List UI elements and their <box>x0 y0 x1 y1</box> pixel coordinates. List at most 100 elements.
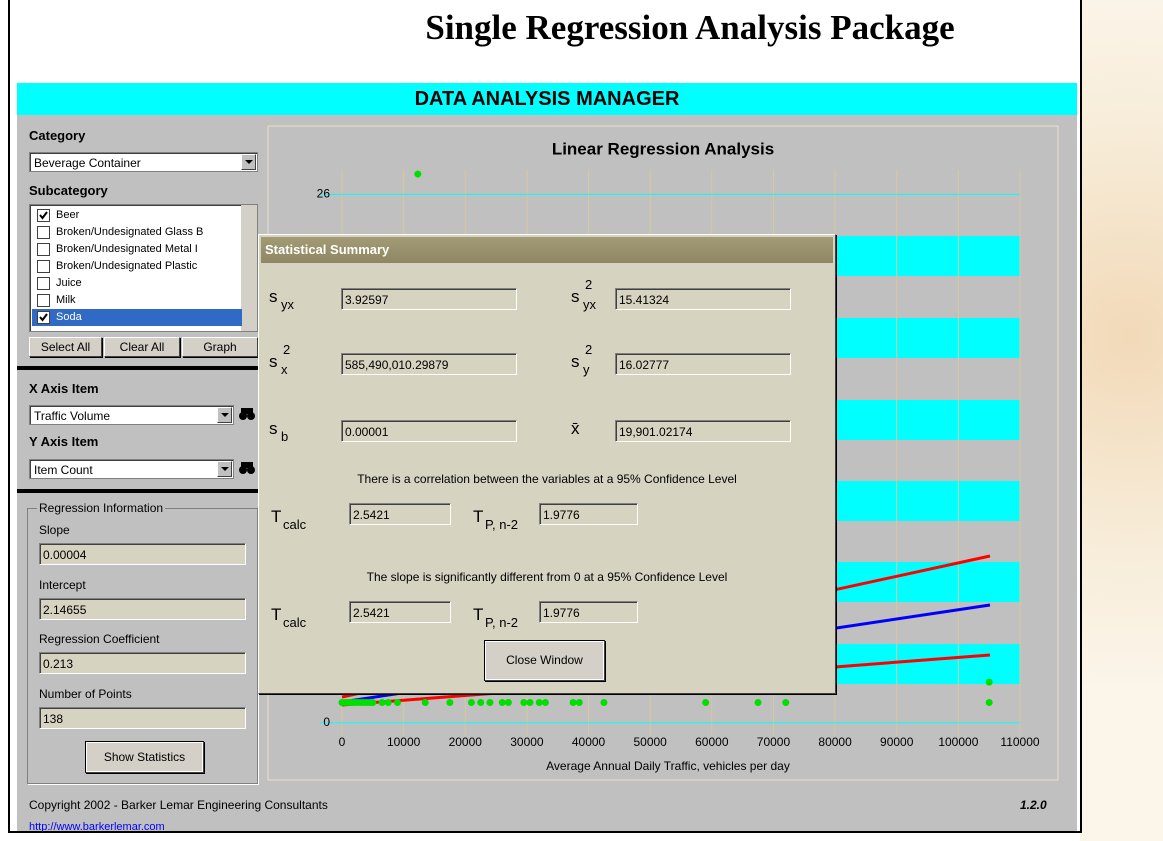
graph-button[interactable]: Graph <box>182 337 258 357</box>
field-label: Intercept <box>39 578 86 592</box>
x-axis-label: Average Annual Daily Traffic, vehicles p… <box>546 759 790 773</box>
points-field: 138 <box>39 707 246 729</box>
y-axis-value: Item Count <box>34 463 93 477</box>
y-axis-select[interactable]: Item Count <box>29 459 234 479</box>
subscript: x <box>281 362 288 377</box>
t-crit-field: 1.9776 <box>539 601 638 623</box>
x-axis-select[interactable]: Traffic Volume <box>29 405 234 425</box>
checkbox[interactable] <box>37 294 50 307</box>
list-item[interactable]: Juice <box>32 275 242 292</box>
category-label: Category <box>29 128 86 143</box>
list-item[interactable]: Milk <box>32 292 242 309</box>
list-item[interactable]: Broken/Undesignated Metal I <box>32 241 242 258</box>
data-point <box>541 698 549 706</box>
x-axis-item-label: X Axis Item <box>29 381 99 396</box>
t-calc-field: 2.5421 <box>349 601 451 623</box>
superscript: 2 <box>585 277 593 292</box>
x-tick-label: 20000 <box>449 735 483 749</box>
t-calc-field: 2.5421 <box>349 503 451 525</box>
list-item[interactable]: Soda <box>32 309 242 326</box>
symbol: s <box>269 287 278 306</box>
data-point <box>520 698 528 706</box>
data-point <box>600 698 608 706</box>
symbol: s <box>269 352 278 371</box>
y-axis-item-label: Y Axis Item <box>29 434 99 449</box>
data-point <box>535 698 543 706</box>
list-item[interactable]: Broken/Undesignated Plastic <box>32 258 242 275</box>
field-label: Slope <box>39 523 70 537</box>
x-tick-label: 110000 <box>1000 735 1039 749</box>
data-point <box>782 698 790 706</box>
checkbox[interactable] <box>37 277 50 290</box>
checkbox[interactable] <box>37 260 50 273</box>
data-point <box>378 698 386 706</box>
item-label: Milk <box>56 294 76 306</box>
subscript: y <box>583 362 590 377</box>
symbol: s <box>571 287 580 306</box>
subcategory-list[interactable]: Beer Broken/Undesignated Glass B Broken/Un… <box>29 204 258 332</box>
subcategory-label: Subcategory <box>29 183 108 198</box>
x-tick-label: 10000 <box>387 735 421 749</box>
stat-field: 16.02777 <box>615 353 791 375</box>
dropdown-arrow[interactable] <box>217 407 232 423</box>
dropdown-arrow[interactable] <box>217 461 232 477</box>
scrollbar[interactable] <box>241 205 257 331</box>
item-label: Juice <box>56 277 82 289</box>
superscript: 2 <box>283 342 291 357</box>
frame <box>8 0 1082 833</box>
check-mark <box>39 313 48 322</box>
intercept-field: 2.14655 <box>39 598 246 620</box>
find-icon[interactable] <box>237 460 257 476</box>
test-message: There is a correlation between the varia… <box>357 472 737 486</box>
subscript: calc <box>283 615 307 630</box>
stat-field: 15.41324 <box>615 288 791 310</box>
checkbox[interactable] <box>37 226 50 239</box>
data-point <box>985 698 993 706</box>
check-mark <box>39 211 48 220</box>
coefficient-field: 0.213 <box>39 652 246 674</box>
checkbox[interactable] <box>37 311 50 324</box>
subscript: calc <box>283 517 307 532</box>
data-point <box>369 698 377 706</box>
x-tick-label: 50000 <box>633 735 667 749</box>
separator <box>17 489 258 493</box>
y-tick-label: 0 <box>323 715 330 729</box>
close-window-button[interactable]: Close Window <box>484 640 605 681</box>
find-icon[interactable] <box>237 406 257 422</box>
dropdown-arrow[interactable] <box>241 154 256 170</box>
item-label: Beer <box>56 209 80 221</box>
checkbox[interactable] <box>37 209 50 222</box>
data-point <box>702 698 710 706</box>
website-link[interactable]: http://www.barkerlemar.com <box>29 821 165 833</box>
version: 1.2.0 <box>1020 798 1047 812</box>
symbol: T <box>271 507 282 526</box>
x-tick-label: 100000 <box>938 735 978 749</box>
statistics-dialog: Statistical Summary Close Window s yx 3.92… <box>258 234 836 694</box>
x-tick-label: 40000 <box>572 735 606 749</box>
list-item[interactable]: Beer <box>32 207 242 224</box>
stat-field: 3.92597 <box>341 288 517 310</box>
x-tick-label: 0 <box>339 735 346 749</box>
category-select[interactable]: Beverage Container <box>29 152 258 172</box>
field-label: Regression Coefficient <box>39 632 160 646</box>
subscript: P, n-2 <box>485 615 519 630</box>
chart-title: Linear Regression Analysis <box>552 139 774 158</box>
item-label: Broken/Undesignated Metal I <box>56 243 198 255</box>
clear-all-button[interactable]: Clear All <box>104 337 180 357</box>
x-axis-value: Traffic Volume <box>34 409 111 423</box>
item-label: Broken/Undesignated Plastic <box>56 260 198 272</box>
category-value: Beverage Container <box>34 156 141 170</box>
data-point <box>504 698 512 706</box>
show-statistics-button[interactable]: Show Statistics <box>85 741 204 773</box>
list-item[interactable]: Broken/Undesignated Glass B <box>32 224 242 241</box>
subscript: yx <box>583 297 596 312</box>
select-all-button[interactable]: Select All <box>29 337 102 357</box>
subscript: P, n-2 <box>485 517 519 532</box>
copyright: Copyright 2002 - Barker Lemar Engineerin… <box>29 798 328 812</box>
stat-field: 19,901.02174 <box>615 420 791 442</box>
dialog-title: Statistical Summary <box>261 237 833 263</box>
stat-field: 585,490,010.29879 <box>341 353 517 375</box>
data-point <box>477 698 485 706</box>
checkbox[interactable] <box>37 243 50 256</box>
